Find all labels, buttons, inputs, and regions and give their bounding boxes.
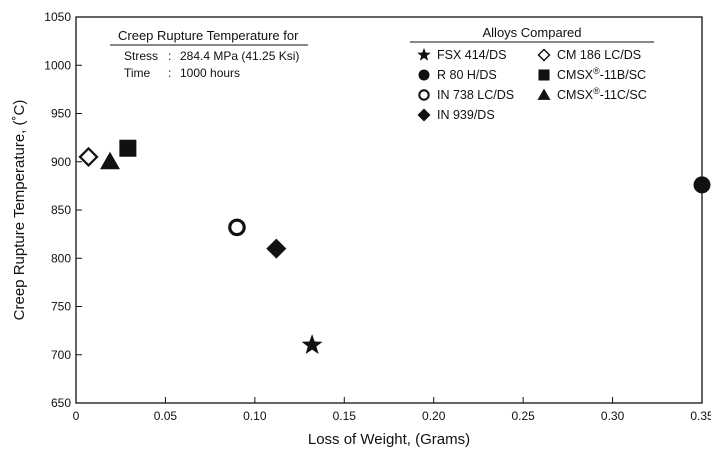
- annotation-stress-colon: :: [168, 49, 171, 63]
- legend-label-name: R 80 H/DS: [437, 68, 497, 82]
- legend-label: FSX 414/DS: [437, 48, 506, 62]
- y-tick-label: 650: [51, 396, 71, 410]
- annotation-time-colon: :: [168, 66, 171, 80]
- x-axis-title: Loss of Weight, (Grams): [308, 431, 470, 448]
- y-axis: 650 700 750 800 850 900 950 1000 1050: [44, 10, 82, 410]
- y-axis-title: Creep Rupture Temperature, (˚C): [11, 100, 28, 321]
- annotation-title: Creep Rupture Temperature for: [118, 28, 299, 43]
- legend-marker-circle: [418, 69, 430, 81]
- legend-marker-triangle: [537, 88, 551, 100]
- x-tick-label: 0.05: [154, 409, 178, 423]
- data-point-circle: [693, 176, 711, 194]
- legend: Alloys Compared FSX 414/DS R 80 H/DS IN 73…: [410, 25, 654, 122]
- y-tick-label: 1050: [44, 10, 71, 24]
- y-tick-label: 950: [51, 107, 71, 121]
- annotation-time-label: Time: [124, 66, 151, 80]
- x-tick-label: 0.10: [243, 409, 267, 423]
- legend-marker-diamond-open: [537, 48, 551, 62]
- y-tick-label: 850: [51, 203, 71, 217]
- y-tick-label: 900: [51, 155, 71, 169]
- legend-label-name: FSX 414/DS: [437, 48, 506, 62]
- legend-label-name: IN 738 LC/DS: [437, 88, 514, 102]
- data-point-diamond: [266, 238, 287, 259]
- legend-label-suffix: -11B/SC: [600, 68, 646, 82]
- x-tick-label: 0.30: [601, 409, 625, 423]
- x-axis: 0 0.05 0.10 0.15 0.20 0.25 0.30 0.35: [73, 397, 711, 423]
- legend-label: CMSX®-11C/SC: [557, 86, 647, 102]
- x-tick-label: 0.35: [690, 409, 711, 423]
- legend-marker-star: [417, 47, 431, 61]
- legend-label-name: CMSX: [557, 88, 594, 102]
- legend-marker-diamond: [417, 108, 431, 122]
- data-point-ring: [228, 218, 246, 237]
- x-tick-label: 0: [73, 409, 80, 423]
- y-tick-label: 1000: [44, 58, 71, 72]
- legend-marker-ring: [418, 89, 430, 101]
- legend-label-name: CM 186 LC/DS: [557, 48, 641, 62]
- x-tick-label: 0.25: [511, 409, 535, 423]
- data-points: [78, 139, 711, 354]
- legend-label-suffix: -11C/SC: [600, 88, 647, 102]
- legend-label: IN 939/DS: [437, 108, 495, 122]
- legend-label: CM 186 LC/DS: [557, 48, 641, 62]
- legend-title: Alloys Compared: [483, 25, 582, 40]
- y-tick-label: 750: [51, 300, 71, 314]
- y-tick-label: 800: [51, 251, 71, 265]
- legend-label-superscript: ®: [593, 66, 600, 76]
- legend-label: IN 738 LC/DS: [437, 88, 514, 102]
- annotation-time-value: 1000 hours: [180, 66, 240, 80]
- data-point-triangle: [99, 151, 120, 170]
- data-point-star: [301, 334, 323, 354]
- annotation-stress-value: 284.4 MPa (41.25 Ksi): [180, 49, 299, 63]
- x-tick-label: 0.20: [422, 409, 446, 423]
- legend-label-name: IN 939/DS: [437, 108, 495, 122]
- legend-label: CMSX®-11B/SC: [557, 66, 646, 82]
- annotation-stress-label: Stress: [124, 49, 158, 63]
- y-tick-label: 700: [51, 348, 71, 362]
- x-tick-label: 0.15: [333, 409, 357, 423]
- data-point-square: [119, 139, 137, 157]
- conditions-annotation: Creep Rupture Temperature for Stress : 2…: [110, 28, 308, 80]
- legend-marker-square: [538, 69, 550, 81]
- data-point-diamond-open: [78, 146, 99, 167]
- legend-label-superscript: ®: [593, 86, 600, 96]
- legend-label: R 80 H/DS: [437, 68, 497, 82]
- legend-label-name: CMSX: [557, 68, 594, 82]
